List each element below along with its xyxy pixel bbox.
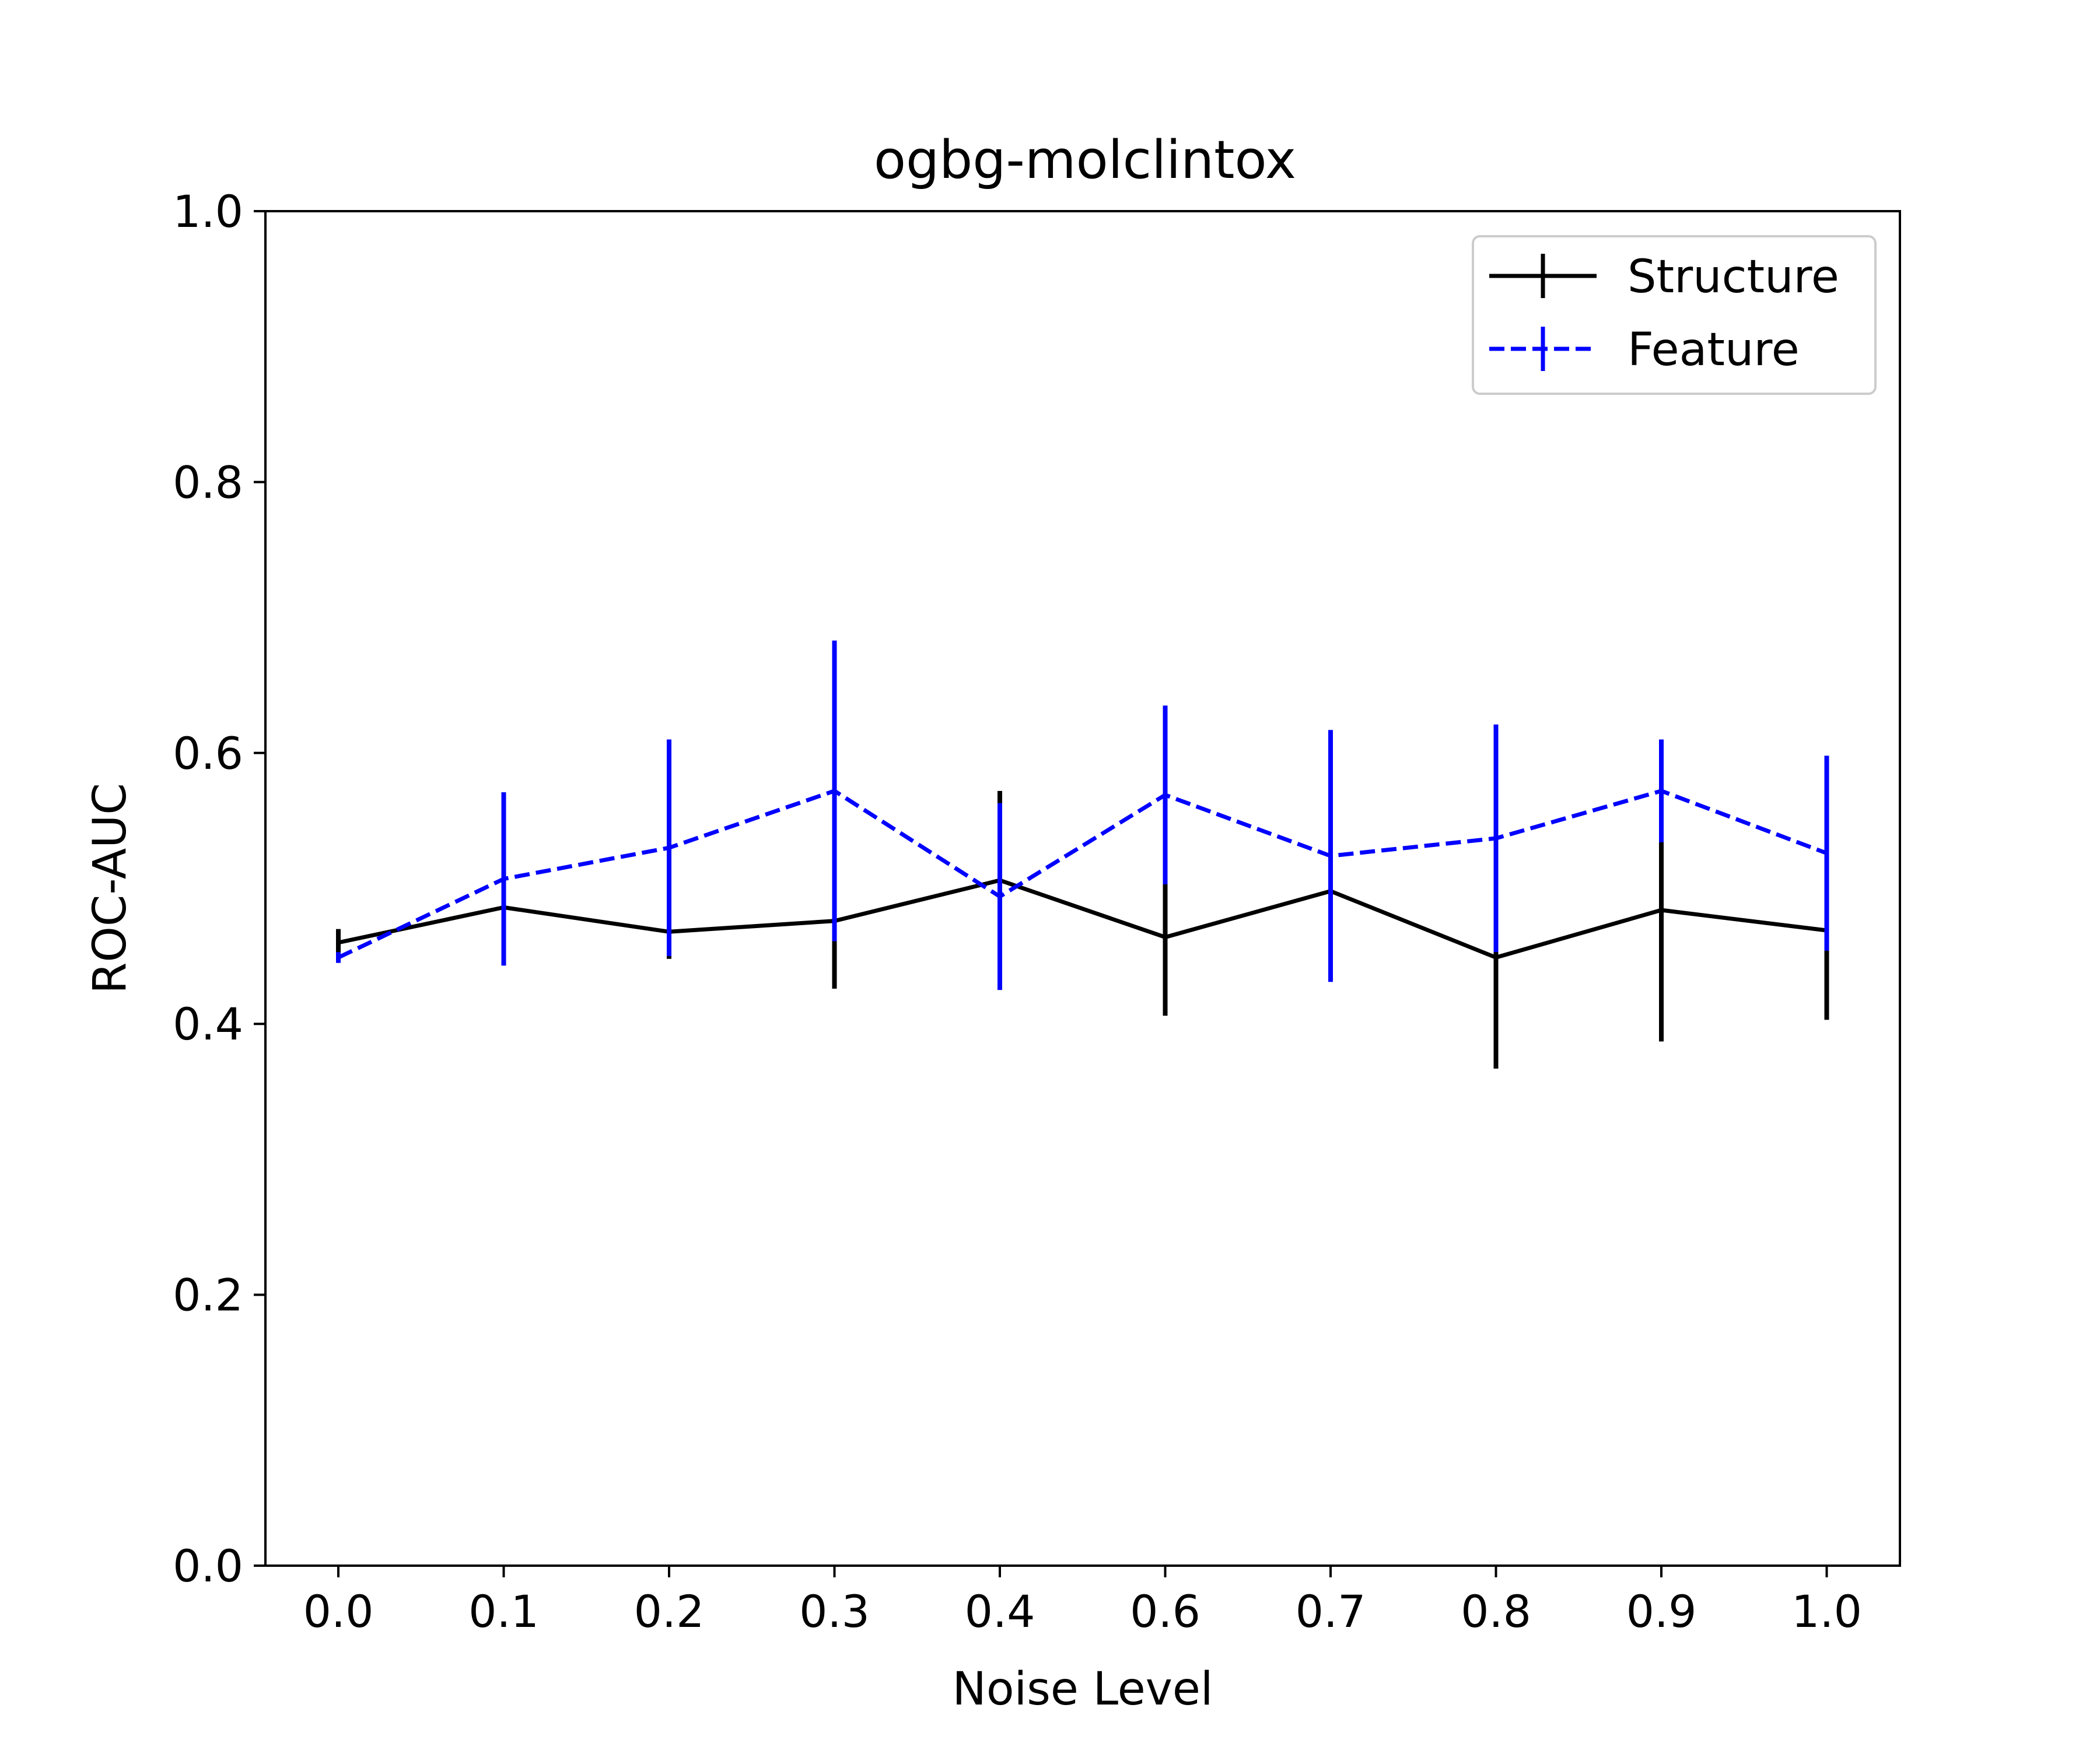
y-axis-label: ROC-AUC — [84, 783, 136, 993]
y-tick-label: 0.2 — [173, 1269, 243, 1321]
x-tick-label: 0.6 — [1130, 1586, 1200, 1637]
x-tick-label: 0.1 — [468, 1586, 539, 1637]
plot-frame — [264, 210, 1901, 1567]
series-line-feature — [337, 789, 1828, 960]
y-tick-label: 0.0 — [173, 1540, 243, 1592]
x-tick-label: 0.8 — [1461, 1586, 1531, 1637]
legend-item-structure: Structure — [1489, 251, 1839, 303]
y-tick-label: 0.8 — [173, 456, 243, 508]
series-layer — [336, 640, 1829, 1069]
legend-item-feature: Feature — [1489, 324, 1800, 376]
x-tick-label: 0.7 — [1296, 1586, 1366, 1637]
x-tick-label: 0.4 — [965, 1586, 1035, 1637]
legend: Structure Feature — [1472, 235, 1877, 395]
x-axis-label: Noise Level — [952, 1663, 1213, 1716]
legend-label-structure: Structure — [1628, 251, 1839, 303]
axes-layer: 0.0 0.1 0.2 0.3 0.4 0.6 0.7 0.8 0.9 1.0 0.0 0.2 0.4 0… — [173, 186, 1862, 1637]
x-tick-label: 0.3 — [799, 1586, 870, 1637]
y-tick-label: 0.6 — [173, 727, 243, 779]
x-tick-label: 1.0 — [1791, 1586, 1862, 1637]
y-tick-label: 0.4 — [173, 998, 243, 1050]
x-tick-label: 0.2 — [634, 1586, 705, 1637]
series-feature — [336, 640, 1829, 991]
x-tick-label: 0.0 — [303, 1586, 374, 1637]
chart-title: ogbg-molclintox — [874, 130, 1296, 191]
y-tick-label: 1.0 — [173, 186, 243, 237]
x-tick-label: 0.9 — [1626, 1586, 1697, 1637]
legend-label-feature: Feature — [1628, 324, 1800, 376]
series-line-structure — [338, 878, 1827, 960]
